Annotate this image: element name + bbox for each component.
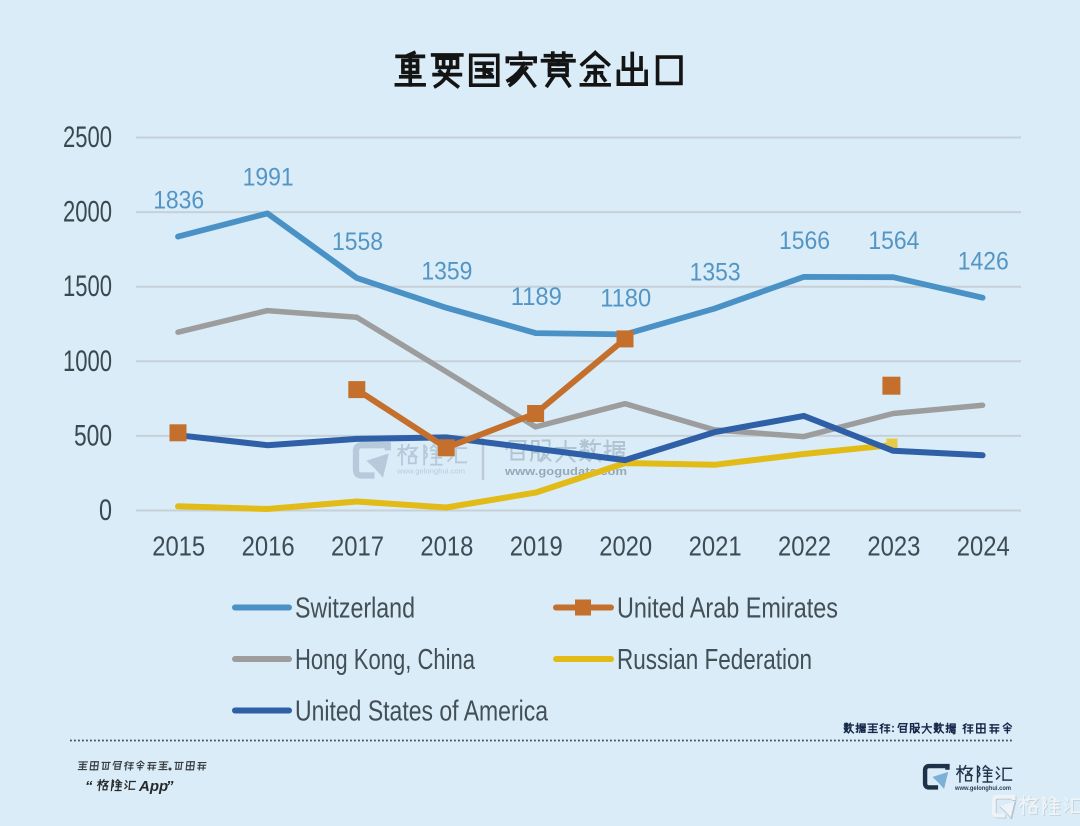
svg-text:Russian Federation: Russian Federation xyxy=(617,644,812,676)
svg-text:“: “ xyxy=(85,778,93,795)
svg-text:”: ” xyxy=(166,778,174,795)
svg-text:2500: 2500 xyxy=(63,121,112,154)
svg-text:2024: 2024 xyxy=(957,531,1010,562)
svg-text:United Arab Emirates: United Arab Emirates xyxy=(617,593,838,625)
svg-text:0: 0 xyxy=(99,494,112,527)
svg-text:Hong Kong, China: Hong Kong, China xyxy=(295,644,476,676)
svg-text:1353: 1353 xyxy=(690,259,741,287)
svg-text:2020: 2020 xyxy=(599,531,652,562)
svg-text:1189: 1189 xyxy=(511,283,562,311)
svg-text::: : xyxy=(891,721,895,735)
svg-text:1500: 1500 xyxy=(63,270,112,303)
svg-text:www.gelonghui.com: www.gelonghui.com xyxy=(954,785,1011,792)
svg-text:App: App xyxy=(138,778,168,795)
svg-text:www.gelonghui.com: www.gelonghui.com xyxy=(396,467,465,476)
svg-text:1359: 1359 xyxy=(421,258,472,286)
svg-text:1564: 1564 xyxy=(868,227,919,255)
svg-text:1836: 1836 xyxy=(153,187,204,215)
svg-text:500: 500 xyxy=(74,419,112,452)
svg-text:1991: 1991 xyxy=(243,163,294,191)
svg-text:1000: 1000 xyxy=(63,345,112,378)
svg-text:2021: 2021 xyxy=(689,531,742,562)
svg-text:United States of America: United States of America xyxy=(295,696,549,728)
svg-text:1426: 1426 xyxy=(958,248,1009,276)
svg-text:2019: 2019 xyxy=(510,531,563,562)
svg-text:2000: 2000 xyxy=(63,196,112,229)
svg-text:1180: 1180 xyxy=(600,284,651,312)
svg-text:1558: 1558 xyxy=(332,228,383,256)
svg-text:2015: 2015 xyxy=(152,531,205,562)
svg-text:2017: 2017 xyxy=(331,531,384,562)
svg-text:2018: 2018 xyxy=(420,531,473,562)
svg-text:2016: 2016 xyxy=(242,531,295,562)
svg-text:2022: 2022 xyxy=(778,531,831,562)
svg-text:2023: 2023 xyxy=(867,531,920,562)
svg-text:Switzerland: Switzerland xyxy=(295,593,415,625)
svg-text:1566: 1566 xyxy=(779,227,830,255)
